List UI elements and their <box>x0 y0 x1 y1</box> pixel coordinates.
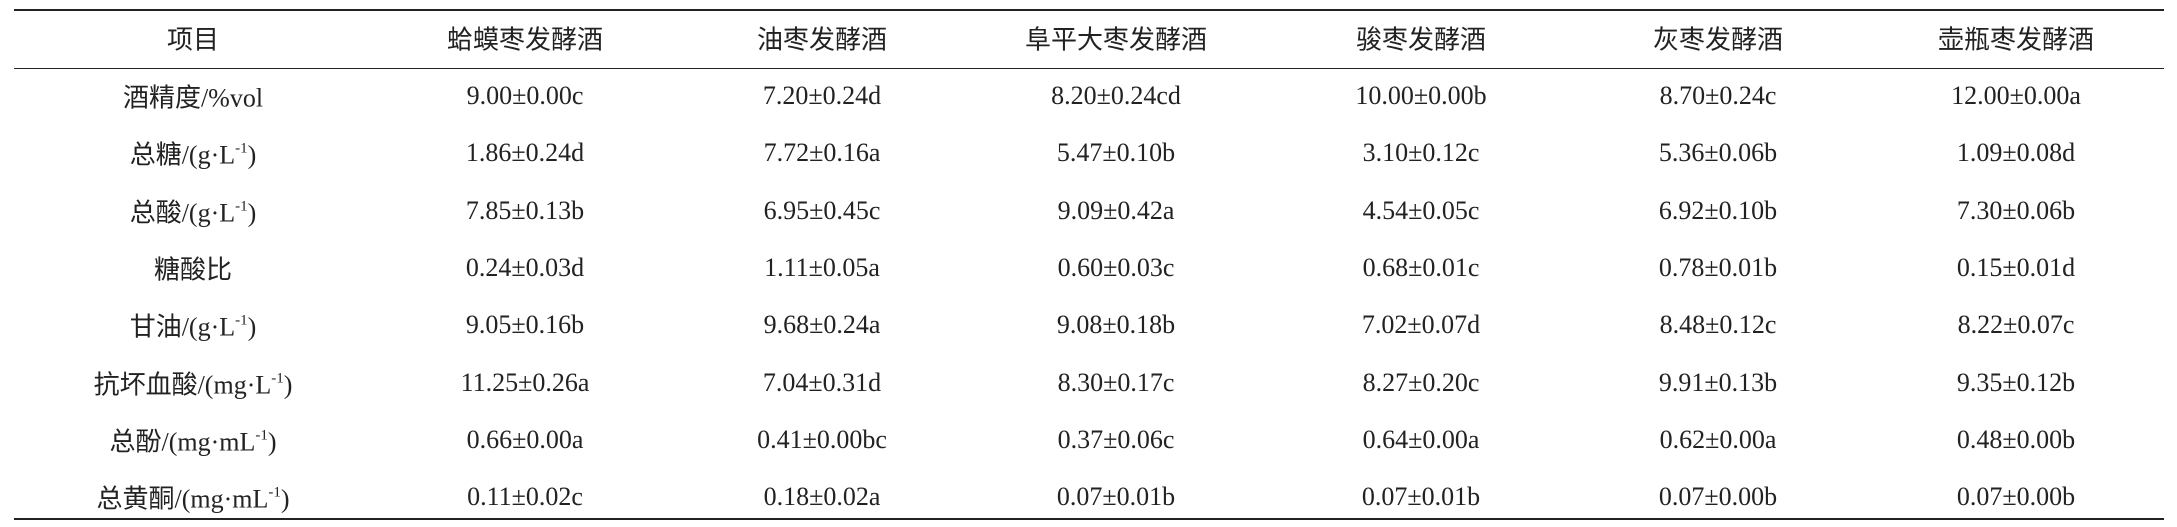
data-cell: 0.15±0.01d <box>1956 252 2076 282</box>
label-after: ) <box>247 312 257 342</box>
data-cell: 9.05±0.16b <box>465 310 585 340</box>
data-cell: 0.64±0.00a <box>1362 424 1480 454</box>
data-cell: 10.00±0.00b <box>1355 81 1487 110</box>
data-cell: 1.09±0.08d <box>1956 138 2076 168</box>
header-cell: 阜平大枣发酵酒 <box>1024 25 1208 55</box>
data-cell: 9.68±0.24a <box>763 310 881 340</box>
label-sup: -1 <box>235 140 248 157</box>
row-label: 甘油/(g·L-1) <box>130 307 257 344</box>
label-text: 总酚/(mg·mL <box>109 427 256 457</box>
data-cell: 6.95±0.45c <box>763 195 881 225</box>
data-cell: 8.22±0.07c <box>1957 310 2075 340</box>
bottom-rule <box>14 518 2164 520</box>
data-cell: 8.48±0.12c <box>1659 310 1777 340</box>
data-cell: 0.18±0.02a <box>763 482 881 512</box>
data-cell: 7.02±0.07d <box>1361 310 1481 340</box>
label-text: 酒精度/%vol <box>122 83 264 113</box>
data-cell: 0.37±0.06c <box>1057 424 1175 454</box>
data-cell: 11.25±0.26a <box>460 367 590 397</box>
label-sup: -1 <box>235 198 248 215</box>
label-text: 甘油/(g·L <box>129 312 236 342</box>
data-cell: 1.11±0.05a <box>764 252 880 282</box>
data-cell: 8.20±0.24cd <box>1051 81 1181 110</box>
data-cell: 9.91±0.13b <box>1658 367 1778 397</box>
data-cell: 8.27±0.20c <box>1362 367 1480 397</box>
data-cell: 12.00±0.00a <box>1951 81 2081 110</box>
data-cell: 5.47±0.10b <box>1056 138 1176 168</box>
data-cell: 0.07±0.00b <box>1658 482 1778 512</box>
row-label: 糖酸比 <box>154 249 232 286</box>
data-cell: 0.66±0.00a <box>466 424 584 454</box>
header-rule <box>14 68 2164 69</box>
top-rule <box>14 9 2164 11</box>
data-cell: 4.54±0.05c <box>1362 195 1480 225</box>
label-sup: -1 <box>271 370 284 386</box>
data-cell: 9.09±0.42a <box>1057 195 1175 225</box>
data-cell: 3.10±0.12c <box>1362 138 1480 168</box>
header-cell: 油枣发酵酒 <box>756 25 888 55</box>
data-cell: 0.24±0.03d <box>465 252 585 282</box>
row-label: 总糖/(g·L-1) <box>130 135 257 172</box>
data-cell: 0.68±0.01c <box>1362 252 1480 282</box>
data-cell: 9.00±0.00c <box>466 81 584 110</box>
header-cell: 灰枣发酵酒 <box>1652 25 1784 55</box>
data-cell: 0.07±0.00b <box>1956 482 2076 512</box>
label-after: ) <box>280 484 290 514</box>
data-cell: 0.07±0.01b <box>1361 482 1481 512</box>
data-cell: 7.72±0.16a <box>763 138 881 168</box>
row-label: 抗坏血酸/(mg·L-1) <box>94 364 293 401</box>
label-after: ) <box>247 140 257 170</box>
data-cell: 7.04±0.31d <box>762 367 882 397</box>
label-text: 抗坏血酸/(mg·L <box>93 370 272 399</box>
data-cell: 9.08±0.18b <box>1056 310 1176 340</box>
data-cell: 0.48±0.00b <box>1956 424 2076 454</box>
header-cell: 项目 <box>166 25 220 55</box>
row-label: 总黄酮/(mg·mL-1) <box>96 479 289 516</box>
data-cell: 0.62±0.00a <box>1659 424 1777 454</box>
data-cell: 7.85±0.13b <box>465 195 585 225</box>
label-sup: -1 <box>268 484 281 501</box>
header-cell: 壶瓶枣发酵酒 <box>1937 25 2095 55</box>
data-cell: 7.20±0.24d <box>762 81 882 110</box>
label-text: 糖酸比 <box>153 255 233 285</box>
data-cell: 0.07±0.01b <box>1056 482 1176 512</box>
row-label: 总酸/(g·L-1) <box>130 192 257 229</box>
header-cell: 蛤蟆枣发酵酒 <box>446 25 604 55</box>
data-cell: 1.86±0.24d <box>465 138 585 168</box>
data-cell: 6.92±0.10b <box>1658 195 1778 225</box>
label-text: 总酸/(g·L <box>129 198 236 228</box>
data-cell: 8.30±0.17c <box>1057 367 1175 397</box>
data-cell: 0.60±0.03c <box>1057 252 1175 282</box>
data-cell: 5.36±0.06b <box>1658 138 1778 168</box>
label-after: ) <box>247 198 257 228</box>
label-text: 总黄酮/(mg·mL <box>96 484 269 514</box>
label-text: 总糖/(g·L <box>129 140 236 170</box>
data-cell: 0.41±0.00bc <box>757 424 887 454</box>
data-cell: 8.70±0.24c <box>1659 81 1777 110</box>
data-cell: 0.11±0.02c <box>467 482 583 512</box>
row-label: 总酚/(mg·mL-1) <box>109 421 276 458</box>
label-after: ) <box>267 427 277 457</box>
data-cell: 7.30±0.06b <box>1956 195 2076 225</box>
row-label: 酒精度/%vol <box>123 78 263 115</box>
label-sup: -1 <box>235 312 248 329</box>
data-cell: 9.35±0.12b <box>1956 367 2076 397</box>
data-cell: 0.78±0.01b <box>1658 252 1778 282</box>
header-cell: 骏枣发酵酒 <box>1355 25 1487 55</box>
label-after: ) <box>283 370 293 399</box>
label-sup: -1 <box>255 427 268 444</box>
